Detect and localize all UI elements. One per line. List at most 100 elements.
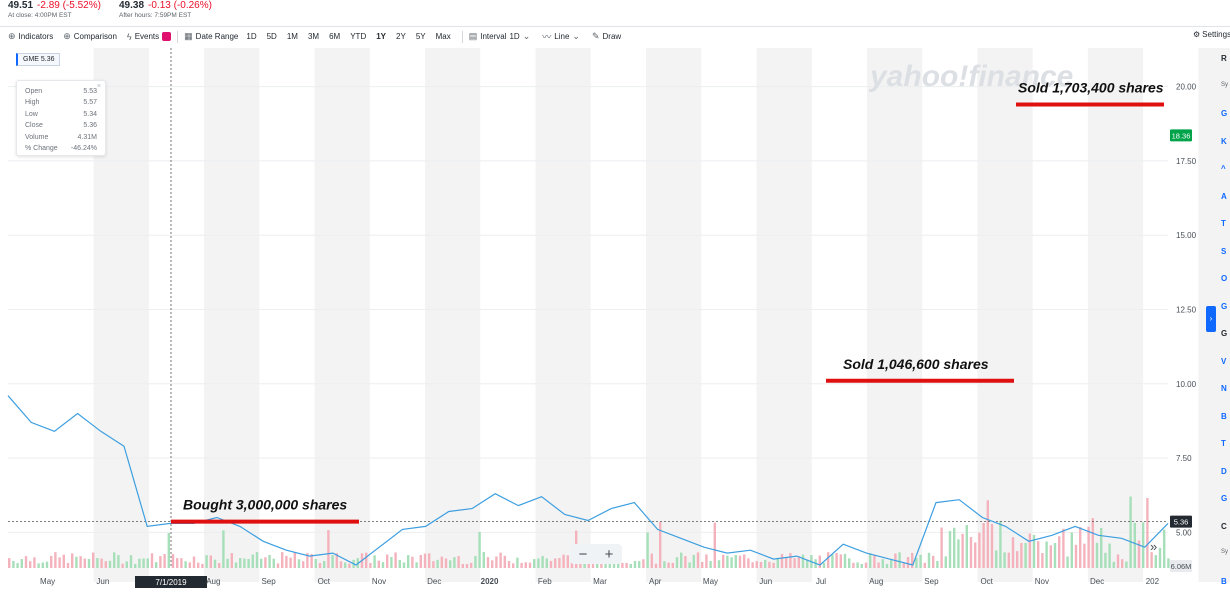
volume-bar — [713, 522, 716, 568]
sidebar-item[interactable]: D — [1221, 466, 1227, 476]
sidebar-item[interactable]: G — [1221, 494, 1228, 503]
range-5d[interactable]: 5D — [266, 32, 277, 41]
close-icon[interactable]: × — [96, 83, 101, 90]
right-sidebar: R Sy G K ^ A T S O G G V N B T D G C Sy B — [1218, 48, 1230, 608]
y-tick-label: 17.50 — [1176, 157, 1197, 166]
volume-bar — [915, 557, 918, 568]
sidebar-item[interactable]: Sy — [1221, 81, 1229, 88]
range-1d[interactable]: 1D — [246, 32, 257, 41]
indicators-button[interactable]: ⊕ Indicators — [8, 31, 53, 42]
comparison-button[interactable]: ⊕ Comparison — [63, 31, 117, 42]
ohlc-label: Close — [25, 122, 43, 130]
volume-bar — [302, 561, 305, 568]
sidebar-item[interactable]: K — [1221, 136, 1227, 146]
volume-bar — [1003, 552, 1006, 568]
volume-bar — [633, 561, 637, 568]
volume-bar — [495, 556, 498, 568]
sidebar-item[interactable]: S — [1221, 246, 1227, 256]
sidebar-item[interactable]: R — [1221, 54, 1227, 63]
after-hours-quote: 49.38 -0.13 (-0.26%) After hours: 7:59PM … — [119, 0, 212, 20]
volume-bar — [1083, 543, 1086, 568]
volume-bar — [159, 556, 162, 568]
volume-bar — [906, 557, 910, 568]
month-band — [646, 48, 702, 582]
sidebar-item[interactable]: O — [1221, 274, 1228, 283]
volume-bar — [927, 552, 931, 568]
volume-bar — [873, 554, 876, 568]
volume-bar — [1116, 554, 1120, 568]
draw-button[interactable]: ✎ Draw — [592, 31, 621, 42]
volume-bar — [793, 558, 796, 568]
sidebar-item[interactable]: T — [1221, 219, 1226, 228]
sidebar-item[interactable]: ^ — [1221, 164, 1226, 173]
volume-bar — [1011, 537, 1015, 568]
hover-price-tag-box — [1170, 515, 1192, 528]
volume-bar — [436, 559, 439, 568]
range-2y[interactable]: 2Y — [396, 32, 406, 41]
zoom-out-button[interactable]: − — [578, 545, 588, 563]
volume-bar — [852, 562, 855, 568]
volume-bar — [806, 559, 809, 568]
volume-bar — [1158, 547, 1162, 568]
annotation-label: Sold 1,046,600 shares — [843, 356, 989, 372]
x-tick-label: Jun — [96, 577, 109, 586]
volume-bar — [138, 558, 141, 568]
range-6m[interactable]: 6M — [329, 32, 341, 41]
volume-bar — [428, 553, 431, 568]
range-1m[interactable]: 1M — [286, 32, 298, 41]
volume-bar — [919, 554, 922, 568]
range-3m[interactable]: 3M — [307, 32, 320, 41]
volume-bar — [554, 558, 557, 568]
volume-bar — [692, 554, 695, 568]
volume-bar — [512, 563, 515, 568]
price-chart[interactable]: 20.00 17.50 15.00 12.50 10.00 7.50 5.00 yahoo!f… — [0, 48, 1230, 608]
volume-bar — [961, 533, 964, 568]
chart-type-dropdown[interactable]: 〰 Line ⌄ — [542, 30, 580, 43]
volume-bar — [520, 562, 523, 568]
volume-bar — [818, 555, 821, 568]
close-price: 49.51 — [8, 0, 34, 11]
sidebar-item[interactable]: Sy — [1221, 549, 1229, 555]
sidebar-item[interactable]: G — [1221, 109, 1228, 118]
volume-bar — [587, 563, 590, 568]
volume-bar — [272, 558, 275, 568]
volume-bar — [621, 562, 624, 568]
x-tick-label: Aug — [869, 577, 883, 586]
volume-bar — [642, 559, 645, 568]
interval-dropdown[interactable]: ▤ Interval 1D ⌄ — [469, 31, 531, 42]
date-range-button[interactable]: ▦ Date Range — [184, 31, 238, 42]
volume-bar — [1074, 544, 1078, 568]
sidebar-item[interactable]: A — [1221, 191, 1227, 201]
volume-bar — [365, 552, 368, 568]
volume-bar — [738, 555, 742, 568]
sidebar-item[interactable]: T — [1221, 439, 1226, 448]
range-1y[interactable]: 1Y — [376, 32, 387, 41]
volume-bar — [923, 562, 926, 568]
events-button[interactable]: ϟ Events — [127, 32, 172, 42]
volume-bar — [1066, 556, 1069, 568]
volume-bar — [167, 533, 170, 568]
volume-bar — [377, 560, 380, 568]
volume-bar — [432, 561, 435, 568]
interval-value: 1D — [509, 32, 520, 41]
sidebar-item[interactable]: V — [1221, 356, 1227, 366]
settings-button[interactable]: ⚙ Settings — [1193, 30, 1230, 39]
sidebar-item[interactable]: B — [1221, 576, 1227, 586]
volume-bar — [478, 531, 481, 568]
sidebar-item[interactable]: G — [1221, 301, 1228, 311]
volume-bar — [113, 552, 116, 568]
ticker-pill[interactable]: GME 5.36 — [16, 53, 60, 66]
range-5y[interactable]: 5Y — [415, 32, 426, 41]
zoom-in-button[interactable]: + — [604, 545, 614, 563]
sidebar-item[interactable]: B — [1221, 411, 1227, 421]
volume-bar — [562, 554, 565, 568]
volume-bar — [230, 553, 233, 568]
sidebar-item[interactable]: C — [1221, 521, 1227, 531]
range-max[interactable]: Max — [435, 32, 451, 41]
sidebar-item[interactable]: N — [1221, 384, 1227, 393]
scroll-right-button[interactable]: » — [1150, 539, 1158, 554]
sidebar-item[interactable]: G — [1221, 329, 1228, 338]
volume-bar — [1041, 553, 1044, 568]
range-ytd[interactable]: YTD — [350, 32, 367, 41]
sidebar-toggle-button[interactable]: › — [1206, 306, 1216, 332]
